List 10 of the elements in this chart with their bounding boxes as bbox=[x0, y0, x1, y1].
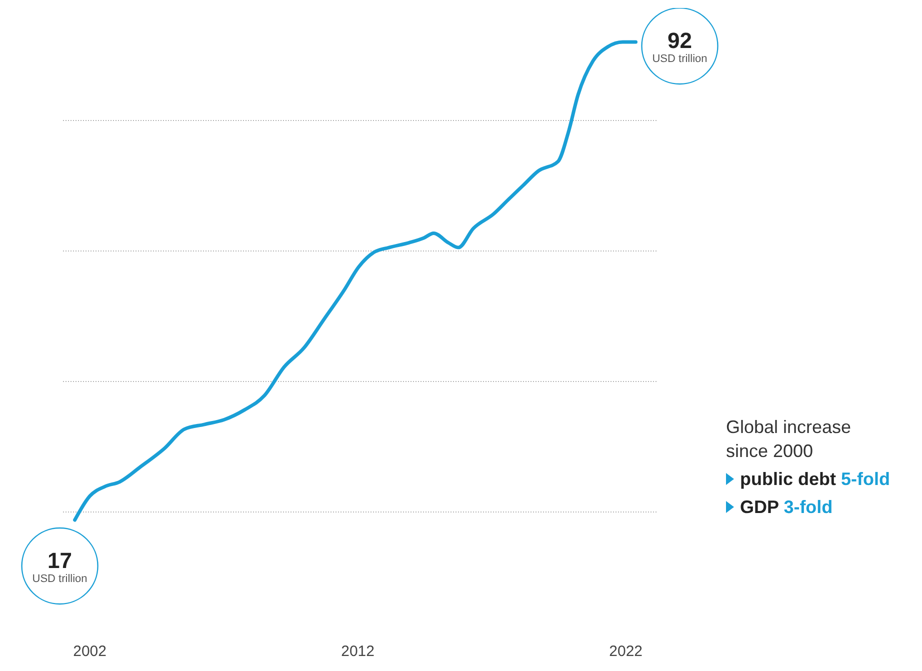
text: Global increase since 2000 bbox=[726, 417, 852, 461]
y-axis-title: USD trillion bbox=[652, 53, 708, 65]
text: public debt 5-fold bbox=[740, 469, 890, 489]
annotation: 17 bbox=[48, 548, 72, 573]
x-tick-label: 2022 bbox=[609, 643, 643, 660]
x-tick-label: 2012 bbox=[341, 643, 375, 660]
text: GDP 3-fold bbox=[740, 497, 833, 517]
text: USD trillion bbox=[32, 573, 88, 585]
x-tick-label: 2002 bbox=[73, 643, 106, 660]
annotation: 92 bbox=[668, 28, 692, 53]
